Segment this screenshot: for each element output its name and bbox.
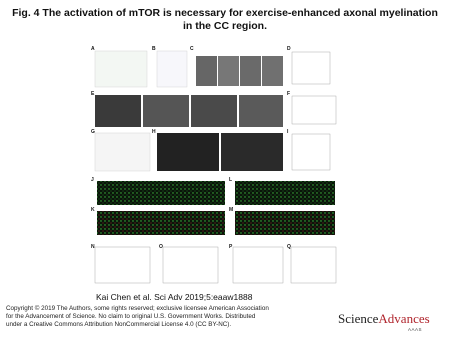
- copyright: Copyright © 2019 The Authors, some right…: [6, 305, 269, 329]
- panel-letter: D: [287, 46, 291, 52]
- panel-letters: A B C D E F G H I J L K M N O P Q: [91, 46, 291, 250]
- panel-letter: J: [91, 177, 94, 183]
- panel-letter: K: [91, 207, 95, 213]
- citation: Kai Chen et al. Sci Adv 2019;5:eaaw1888: [96, 292, 253, 302]
- logo-word: Science: [338, 311, 379, 326]
- panel-letter: P: [229, 244, 233, 250]
- panels: [94, 50, 337, 284]
- panel-letter: B: [152, 46, 156, 52]
- panel-letter: I: [287, 129, 289, 135]
- panel-letter: Q: [287, 244, 291, 250]
- copyright-line: under a Creative Commons Attribution Non…: [6, 321, 232, 328]
- panel-letter: L: [229, 177, 232, 183]
- copyright-line: for the Advancement of Science. No claim…: [6, 313, 256, 320]
- panel-letter: N: [91, 244, 95, 250]
- panel-letter: H: [152, 129, 156, 135]
- panel-letter: G: [91, 129, 95, 135]
- panel-letter: F: [287, 91, 290, 97]
- copyright-line: Copyright © 2019 The Authors, some right…: [6, 305, 269, 312]
- panel-letter: M: [229, 207, 233, 213]
- logo: ScienceAdvances: [338, 311, 430, 327]
- logo-word: Advances: [378, 311, 430, 326]
- panel-letter: O: [159, 244, 163, 250]
- logo-sub: AAAS: [408, 327, 423, 332]
- panel-letter: C: [190, 46, 194, 52]
- panel-letter: E: [91, 91, 95, 97]
- title: Fig. 4 The activation of mTOR is necessa…: [12, 7, 438, 32]
- panel-letter: A: [91, 46, 95, 52]
